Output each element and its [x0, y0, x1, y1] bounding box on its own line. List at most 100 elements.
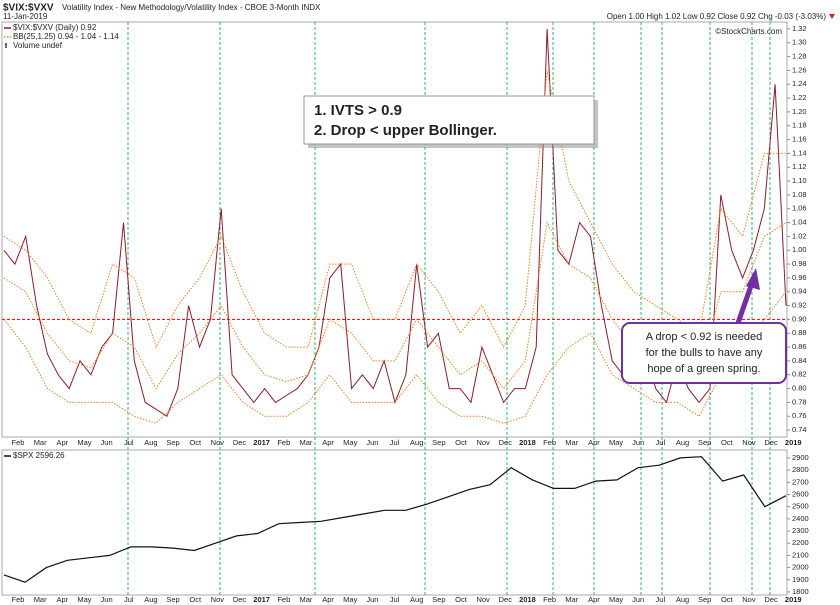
x-tick-label: Apr	[56, 438, 68, 447]
legend-swatch	[5, 43, 7, 48]
x-tick-label: Nov	[211, 595, 225, 604]
x-tick-label: Sep	[432, 595, 445, 604]
x-tick-label: Jul	[656, 595, 666, 604]
x-tick-label: Jul	[124, 438, 134, 447]
callout-arrow	[735, 282, 755, 324]
x-tick-label: Sep	[166, 438, 179, 447]
x-tick-label: May	[343, 438, 357, 447]
annotation-box: 1. IVTS > 0.9 2. Drop < upper Bollinger.	[303, 95, 598, 148]
y-tick-label: 2000	[792, 563, 809, 572]
y-tick-label: 2800	[792, 465, 809, 474]
y-tick-label: 2900	[792, 453, 809, 462]
x-tick-label: 2018	[519, 438, 536, 447]
y-tick-label: 1.14	[792, 148, 807, 157]
main-frame	[1, 21, 788, 438]
y-tick-label: 2500	[792, 502, 809, 511]
y-tick-label: 0.88	[792, 328, 807, 337]
x-tick-label: Jul	[124, 595, 134, 604]
legend-label: $VIX:$VXV (Daily) 0.92	[13, 23, 97, 32]
quote: Open 1.00 High 1.02 Low 0.92 Close 0.92 …	[607, 12, 827, 21]
y-tick-label: 2400	[792, 514, 809, 523]
source: ©StockCharts.com	[715, 27, 782, 36]
x-tick-label: Nov	[742, 595, 756, 604]
down-arrow	[829, 14, 835, 19]
x-tick-label: Jul	[390, 595, 400, 604]
x-tick-label: Apr	[588, 595, 600, 604]
callout-arrowhead	[746, 268, 760, 290]
x-tick-label: Aug	[410, 438, 423, 447]
x-tick-label: Sep	[698, 438, 711, 447]
x-tick-label: Mar	[34, 438, 47, 447]
y-tick-label: 0.82	[792, 370, 807, 379]
y-tick-label: 0.96	[792, 273, 807, 282]
annotation-frame	[303, 95, 595, 145]
callout-text: hope of a green spring.	[647, 363, 760, 375]
spx-frame	[1, 449, 788, 596]
series-line	[3, 456, 787, 583]
x-tick-label: Nov	[476, 438, 490, 447]
y-tick-label: 1.24	[792, 79, 807, 88]
y-tick-label: 0.76	[792, 411, 807, 420]
series-line	[3, 28, 787, 418]
x-tick-label: Dec	[499, 595, 513, 604]
x-tick-label: Aug	[410, 595, 423, 604]
y-tick-label: 2300	[792, 526, 809, 535]
x-tick-label: Feb	[543, 595, 556, 604]
x-tick-label: Mar	[34, 595, 47, 604]
y-tick-label: 1.16	[792, 135, 807, 144]
legend-label: BB(25,1.25) 0.94 - 1.04 - 1.14	[13, 32, 119, 41]
x-tick-label: Aug	[144, 595, 157, 604]
x-tick-label: Dec	[764, 438, 778, 447]
series-line	[3, 70, 786, 349]
x-tick-label: Sep	[432, 438, 445, 447]
x-tick-label: 2019	[785, 595, 802, 604]
legend-label: $SPX 2596.26	[13, 451, 65, 460]
y-tick-label: 1.22	[792, 93, 807, 102]
x-tick-label: Apr	[322, 438, 334, 447]
y-tick-label: 1.32	[792, 24, 807, 33]
x-tick-label: Dec	[499, 438, 513, 447]
callout: A drop < 0.92 is needed for the bulls to…	[621, 268, 787, 384]
y-tick-label: 1800	[792, 587, 809, 596]
y-tick-label: 1.04	[792, 218, 807, 227]
x-tick-label: Mar	[299, 595, 312, 604]
x-tick-label: Oct	[189, 595, 202, 604]
x-tick-label: Jul	[390, 438, 400, 447]
y-tick-label: 0.74	[792, 425, 807, 434]
x-tick-label: 2017	[253, 438, 270, 447]
y-tick-label: 1.10	[792, 176, 807, 185]
x-tick-label: Jul	[656, 438, 666, 447]
y-tick-label: 1.18	[792, 121, 807, 130]
callout-frame	[621, 322, 787, 384]
x-tick-label: Jun	[366, 595, 378, 604]
y-tick-label: 0.78	[792, 397, 807, 406]
y-tick-label: 2200	[792, 538, 809, 547]
x-tick-label: Jun	[366, 438, 378, 447]
callout-text: for the bulls to have any	[646, 347, 763, 359]
x-tick-label: Jun	[632, 438, 644, 447]
x-tick-label: Jun	[101, 595, 113, 604]
y-tick-label: 1.26	[792, 65, 807, 74]
y-tick-label: 1.08	[792, 190, 807, 199]
x-tick-label: Dec	[233, 438, 247, 447]
x-tick-label: Dec	[764, 595, 778, 604]
x-tick-label: Oct	[455, 438, 468, 447]
x-tick-label: Dec	[233, 595, 247, 604]
x-tick-label: Aug	[676, 595, 689, 604]
y-tick-label: 1.30	[792, 38, 807, 47]
x-tick-label: Oct	[455, 595, 468, 604]
x-tick-label: Feb	[12, 595, 25, 604]
x-tick-label: Sep	[698, 595, 711, 604]
x-tick-label: Feb	[277, 595, 290, 604]
x-tick-label: Feb	[543, 438, 556, 447]
y-tick-label: 0.84	[792, 356, 807, 365]
y-tick-label: 2600	[792, 489, 809, 498]
legend-label: Volume undef	[13, 41, 63, 50]
x-tick-label: Aug	[676, 438, 689, 447]
chart-title: $VIX:$VXV	[3, 3, 54, 14]
annotation-text: 2. Drop < upper Bollinger.	[314, 122, 497, 139]
x-tick-label: May	[77, 595, 91, 604]
chart-subtitle: Volatility Index - New Methodology/Volat…	[62, 3, 321, 12]
